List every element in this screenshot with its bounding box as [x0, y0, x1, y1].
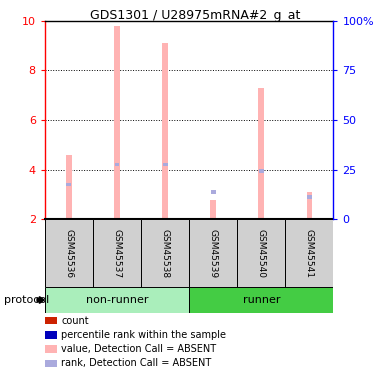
Bar [45, 219, 93, 287]
Bar [285, 219, 333, 287]
Bar [141, 219, 189, 287]
Bar [115, 163, 119, 166]
Text: value, Detection Call = ABSENT: value, Detection Call = ABSENT [61, 344, 216, 354]
Bar [211, 190, 216, 194]
Text: GSM45537: GSM45537 [112, 228, 122, 278]
Text: GSM45536: GSM45536 [64, 228, 73, 278]
Text: count: count [61, 316, 89, 326]
Bar [66, 155, 72, 219]
Text: GDS1301 / U28975mRNA#2_g_at: GDS1301 / U28975mRNA#2_g_at [90, 9, 300, 22]
Bar [66, 183, 71, 186]
Bar [114, 26, 120, 219]
Bar [162, 43, 168, 219]
Text: GSM45538: GSM45538 [161, 228, 170, 278]
Bar [259, 170, 264, 172]
Bar [237, 219, 285, 287]
Bar [45, 287, 189, 313]
Text: GSM45539: GSM45539 [209, 228, 218, 278]
Text: GSM45540: GSM45540 [257, 229, 266, 278]
Bar [189, 219, 237, 287]
Text: GSM45541: GSM45541 [305, 229, 314, 278]
FancyArrow shape [37, 297, 44, 303]
Bar [189, 287, 333, 313]
Text: non-runner: non-runner [86, 295, 148, 305]
Bar [307, 195, 312, 199]
Bar [307, 192, 312, 219]
Bar [163, 163, 167, 166]
Text: runner: runner [243, 295, 280, 305]
Bar [259, 88, 264, 219]
Text: percentile rank within the sample: percentile rank within the sample [61, 330, 226, 340]
Bar [93, 219, 141, 287]
Text: rank, Detection Call = ABSENT: rank, Detection Call = ABSENT [61, 358, 211, 368]
Bar [210, 200, 216, 219]
Text: protocol: protocol [4, 295, 49, 305]
